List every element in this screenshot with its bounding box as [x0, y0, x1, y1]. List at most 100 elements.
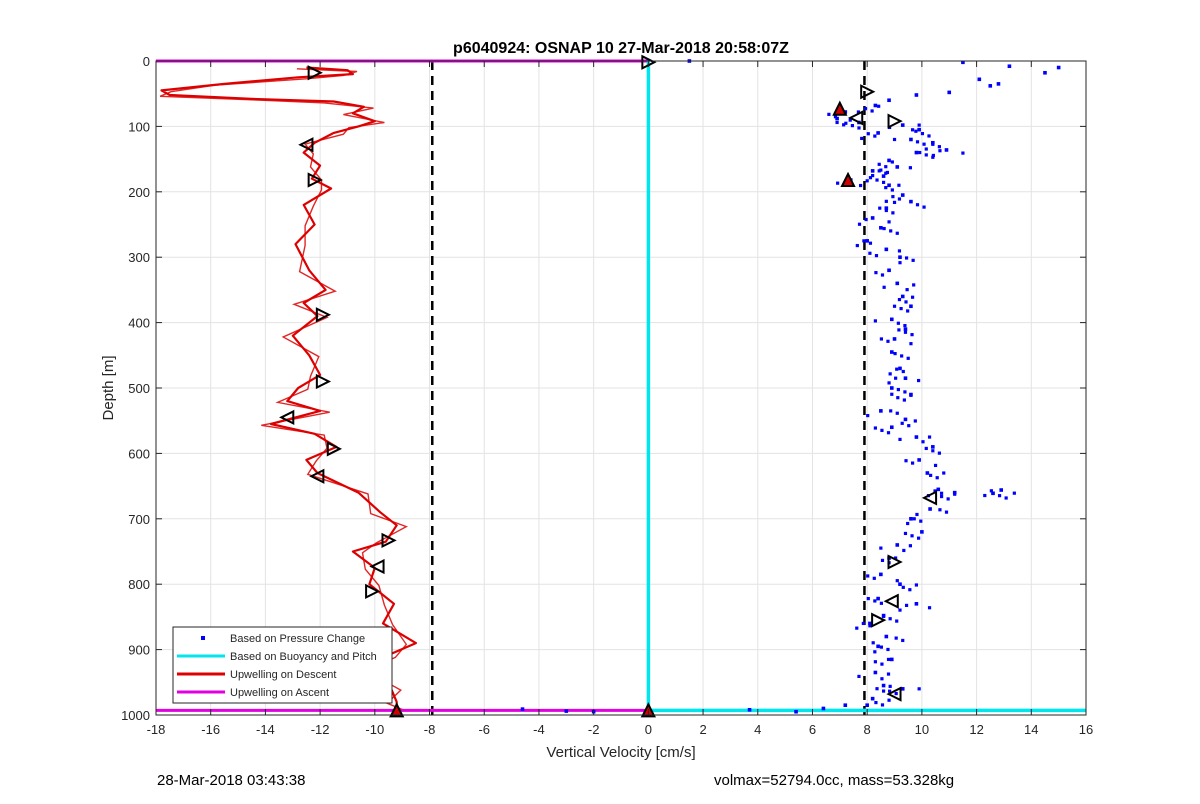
pressure-change-point [924, 153, 928, 157]
pressure-change-point [884, 208, 888, 213]
triangle-marker [365, 583, 381, 600]
pressure-change-point [912, 517, 916, 521]
pressure-change-point [894, 636, 898, 640]
pressure-change-point [908, 544, 912, 548]
pressure-change-point [944, 510, 949, 514]
pressure-change-point [859, 183, 863, 188]
pressure-change-point [857, 674, 861, 679]
x-tick-label: 10 [915, 722, 929, 737]
pressure-change-point [919, 519, 923, 523]
pressure-change-point [914, 583, 919, 587]
chart-title: p6040924: OSNAP 10 27-Mar-2018 20:58:07Z [453, 40, 789, 57]
pressure-change-point [747, 707, 752, 712]
pressure-change-point [899, 307, 903, 311]
triangle-marker [860, 84, 876, 100]
pressure-change-point [880, 273, 885, 277]
pressure-change-point [876, 596, 880, 601]
pressure-change-point [927, 606, 932, 610]
pressure-change-point [855, 243, 859, 248]
pressure-change-point [889, 229, 893, 233]
triangle-marker [381, 532, 397, 549]
pressure-change-point [922, 205, 926, 209]
pressure-change-point [875, 687, 879, 691]
pressure-change-point [892, 200, 897, 204]
pressure-change-point [882, 226, 886, 231]
triangle-marker [298, 137, 314, 153]
pressure-change-point [900, 687, 905, 691]
pressure-change-point [884, 247, 889, 252]
series-upwelling-descent-trace [159, 68, 408, 712]
pressure-change-point [914, 129, 918, 133]
pressure-change-point [870, 169, 875, 173]
pressure-change-point [895, 281, 900, 286]
x-tick-label: 2 [699, 722, 706, 737]
chart-text: p6040924: OSNAP 10 27-Mar-2018 20:58:07Z… [100, 40, 789, 761]
pressure-change-point [903, 376, 908, 380]
pressure-change-point [989, 489, 993, 493]
pressure-change-point [888, 617, 892, 621]
pressure-change-point [890, 160, 894, 164]
pressure-change-point [868, 176, 873, 180]
triangle-marker [326, 441, 343, 457]
triangle-marker [279, 409, 295, 426]
pressure-change-point [861, 621, 865, 626]
pressure-change-point [897, 183, 901, 187]
pressure-change-point [924, 446, 928, 451]
pressure-change-point [874, 271, 878, 275]
pressure-change-point [866, 574, 870, 578]
pressure-change-point [917, 687, 921, 691]
pressure-change-point [997, 494, 1002, 498]
y-tick-label: 200 [128, 185, 150, 200]
pressure-change-point [904, 300, 908, 304]
legend-box [172, 626, 393, 704]
pressure-change-point [833, 115, 838, 119]
triangle-marker [883, 593, 899, 609]
pressure-change-point [909, 304, 913, 309]
pressure-change-point [900, 193, 905, 197]
y-tick-label: 900 [128, 643, 150, 658]
pressure-change-point [912, 283, 916, 287]
pressure-change-point [889, 409, 893, 413]
triangle-marker [887, 554, 903, 570]
pressure-change-point [894, 556, 898, 560]
pressure-change-point [889, 317, 894, 322]
pressure-change-point [917, 123, 921, 127]
pressure-change-point [879, 601, 883, 605]
y-tick-label: 700 [128, 512, 150, 527]
pressure-change-point [875, 178, 879, 182]
pressure-change-point [915, 512, 919, 517]
pressure-change-point [933, 489, 937, 493]
pressure-change-point [942, 471, 946, 475]
pressure-change-point [857, 126, 861, 130]
pressure-change-point [897, 197, 902, 201]
pressure-change-point [888, 689, 892, 693]
pressure-change-point [902, 548, 906, 553]
y-axis-label: Depth [m] [100, 355, 117, 420]
x-tick-label: -10 [365, 722, 384, 737]
pressure-change-point [870, 109, 874, 113]
pressure-change-point [873, 660, 877, 664]
grid [155, 60, 1087, 716]
pressure-change-point [906, 521, 910, 526]
pressure-change-point [918, 150, 922, 155]
pressure-change-point [887, 268, 891, 272]
pressure-change-point [868, 251, 872, 255]
pressure-change-point [906, 356, 910, 360]
x-tick-label: -18 [147, 722, 166, 737]
pressure-change-point [886, 339, 890, 343]
pressure-change-point [886, 657, 891, 662]
pressure-change-point [889, 657, 894, 662]
pressure-change-point [856, 110, 861, 114]
pressure-change-point [961, 151, 965, 155]
pressure-change-point [886, 431, 891, 435]
pressure-change-point [898, 437, 902, 442]
pressure-change-point [874, 254, 879, 258]
pressure-change-point [890, 392, 894, 396]
pressure-change-point [938, 149, 942, 153]
pressure-change-point [884, 634, 889, 639]
pressure-change-point [866, 413, 870, 418]
pressure-change-point [889, 350, 894, 354]
pressure-change-point [892, 304, 897, 308]
pressure-change-point [877, 169, 881, 173]
x-tick-label: 8 [864, 722, 871, 737]
